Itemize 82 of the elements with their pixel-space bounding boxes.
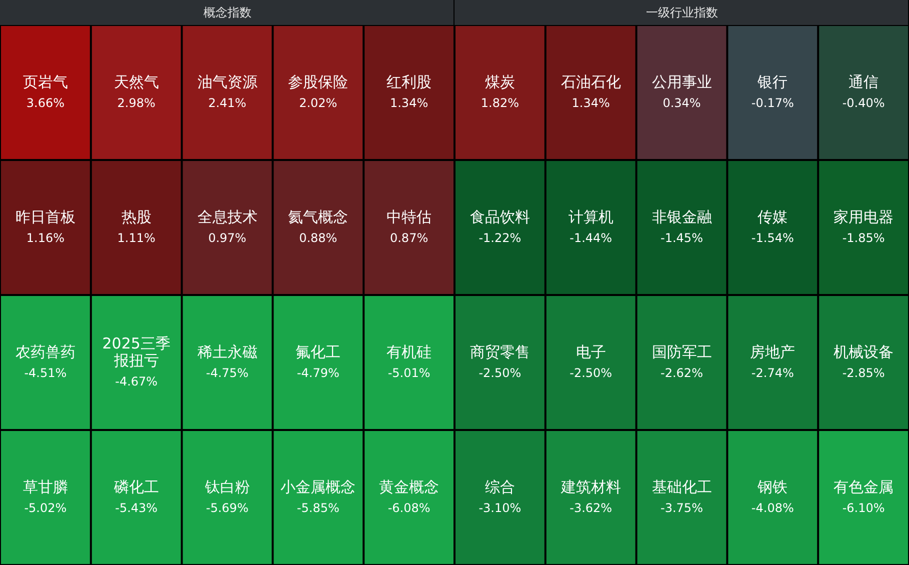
category-label: 全息技术 — [197, 208, 258, 226]
category-label: 磷化工 — [112, 478, 159, 496]
data-label: 1.34% — [390, 96, 428, 110]
data-label: -6.10% — [842, 501, 885, 515]
category-label: 基础化工 — [652, 478, 712, 496]
data-label: 2.02% — [299, 96, 338, 110]
data-label: 2.98% — [117, 96, 156, 110]
category-label: 有机硅 — [386, 343, 432, 361]
category-label: 昨日首板 — [15, 208, 76, 226]
data-label: -2.85% — [842, 366, 885, 380]
data-label: 1.34% — [572, 96, 610, 110]
category-label: 建筑材料 — [560, 478, 621, 496]
text: 一级行业指数 — [646, 6, 718, 20]
category-label: 中特估 — [386, 208, 432, 226]
category-label: 机械设备 — [834, 343, 894, 361]
data-label: 0.34% — [662, 96, 701, 110]
category-label: 家用电器 — [834, 208, 894, 226]
category-label: 国防军工 — [652, 343, 712, 361]
data-label: -2.50% — [478, 366, 522, 380]
data-label: -3.75% — [660, 501, 703, 515]
category-label: 商贸零售 — [470, 343, 530, 361]
data-label: 3.66% — [26, 96, 65, 110]
category-label: 食品饮料 — [470, 208, 530, 226]
data-label: -4.75% — [206, 366, 248, 380]
data-label: 0.97% — [208, 231, 246, 245]
category-label: 通信 — [848, 73, 879, 91]
text: 概念指数 — [203, 6, 252, 20]
data-label: -1.45% — [660, 231, 703, 245]
category-label: 2025三季报扭亏 — [102, 334, 170, 370]
category-label: 氟化工 — [296, 343, 341, 361]
category-label: 煤炭 — [484, 73, 515, 91]
data-label: -6.08% — [388, 501, 430, 515]
data-label: -5.43% — [115, 501, 158, 515]
category-label: 钛白粉 — [204, 478, 250, 496]
data-label: -5.69% — [206, 501, 248, 515]
category-label: 银行 — [756, 73, 788, 91]
category-label: 热股 — [121, 208, 152, 226]
data-label: -5.85% — [296, 501, 340, 515]
data-label: -1.22% — [478, 231, 522, 245]
data-label: 1.16% — [26, 231, 65, 245]
category-label: 综合 — [484, 478, 515, 496]
category-label: 黄金概念 — [379, 478, 440, 496]
category-label: 公用事业 — [652, 73, 712, 91]
category-label: 页岩气 — [22, 73, 68, 91]
data-label: -2.50% — [570, 366, 612, 380]
category-label: 小金属概念 — [280, 478, 356, 496]
category-label: 有色金属 — [834, 478, 894, 496]
data-label: 0.88% — [299, 231, 338, 245]
data-label: -3.10% — [478, 501, 522, 515]
data-label: 1.11% — [117, 231, 156, 245]
data-label: -2.62% — [660, 366, 703, 380]
data-label: -4.79% — [296, 366, 340, 380]
category-label: 油气资源 — [197, 73, 258, 91]
data-label: -2.74% — [751, 366, 794, 380]
data-label: -5.02% — [24, 501, 67, 515]
data-label: -1.85% — [842, 231, 885, 245]
category-label: 电子 — [576, 343, 606, 361]
category-label: 农药兽药 — [15, 343, 76, 361]
category-label: 氦气概念 — [288, 208, 348, 226]
data-label: -0.40% — [842, 96, 885, 110]
data-label: -1.54% — [751, 231, 794, 245]
category-label: 钢铁 — [756, 478, 788, 496]
data-label: -5.01% — [388, 366, 430, 380]
category-label: 草甘膦 — [22, 478, 68, 496]
data-label: -0.17% — [751, 96, 794, 110]
data-label: -3.62% — [570, 501, 612, 515]
data-label: -4.51% — [24, 366, 67, 380]
data-label: -4.08% — [751, 501, 794, 515]
category-label: 参股保险 — [288, 73, 348, 91]
category-label: 稀土永磁 — [197, 343, 258, 361]
data-label: -1.44% — [570, 231, 612, 245]
category-label: 计算机 — [568, 208, 614, 226]
category-label: 非银金融 — [652, 208, 712, 226]
category-label: 红利股 — [386, 73, 432, 91]
data-label: 0.87% — [390, 231, 428, 245]
category-label: 传媒 — [758, 208, 788, 226]
category-label: 天然气 — [114, 73, 159, 91]
category-label: 房地产 — [750, 343, 796, 361]
data-label: -4.67% — [115, 374, 158, 388]
data-label: 2.41% — [208, 96, 246, 110]
data-label: 1.82% — [480, 96, 520, 110]
category-label: 石油石化 — [560, 73, 621, 91]
